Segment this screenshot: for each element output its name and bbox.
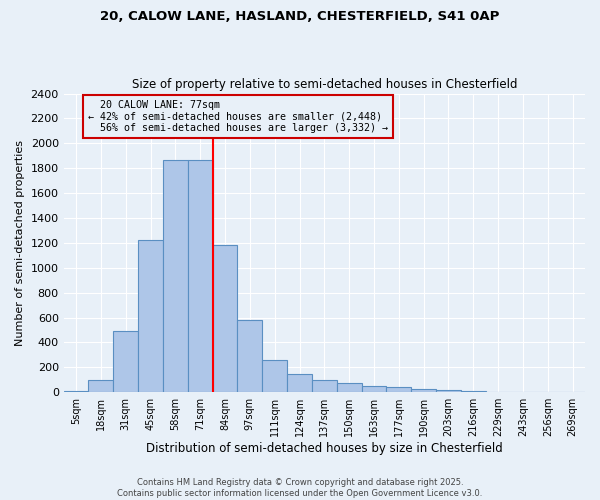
- Text: Contains HM Land Registry data © Crown copyright and database right 2025.
Contai: Contains HM Land Registry data © Crown c…: [118, 478, 482, 498]
- Bar: [461, 391, 485, 392]
- Bar: [362, 386, 386, 392]
- Bar: [88, 380, 113, 392]
- Text: 20, CALOW LANE, HASLAND, CHESTERFIELD, S41 0AP: 20, CALOW LANE, HASLAND, CHESTERFIELD, S…: [100, 10, 500, 23]
- Y-axis label: Number of semi-detached properties: Number of semi-detached properties: [15, 140, 25, 346]
- Bar: [238, 320, 262, 392]
- Bar: [436, 390, 461, 392]
- Bar: [386, 386, 411, 392]
- Bar: [262, 360, 287, 392]
- Text: 20 CALOW LANE: 77sqm
← 42% of semi-detached houses are smaller (2,448)
  56% of : 20 CALOW LANE: 77sqm ← 42% of semi-detac…: [88, 100, 388, 133]
- Bar: [138, 240, 163, 392]
- X-axis label: Distribution of semi-detached houses by size in Chesterfield: Distribution of semi-detached houses by …: [146, 442, 503, 455]
- Bar: [287, 374, 312, 392]
- Bar: [64, 391, 88, 392]
- Bar: [163, 160, 188, 392]
- Bar: [188, 160, 212, 392]
- Bar: [337, 383, 362, 392]
- Title: Size of property relative to semi-detached houses in Chesterfield: Size of property relative to semi-detach…: [131, 78, 517, 91]
- Bar: [312, 380, 337, 392]
- Bar: [411, 388, 436, 392]
- Bar: [113, 331, 138, 392]
- Bar: [212, 246, 238, 392]
